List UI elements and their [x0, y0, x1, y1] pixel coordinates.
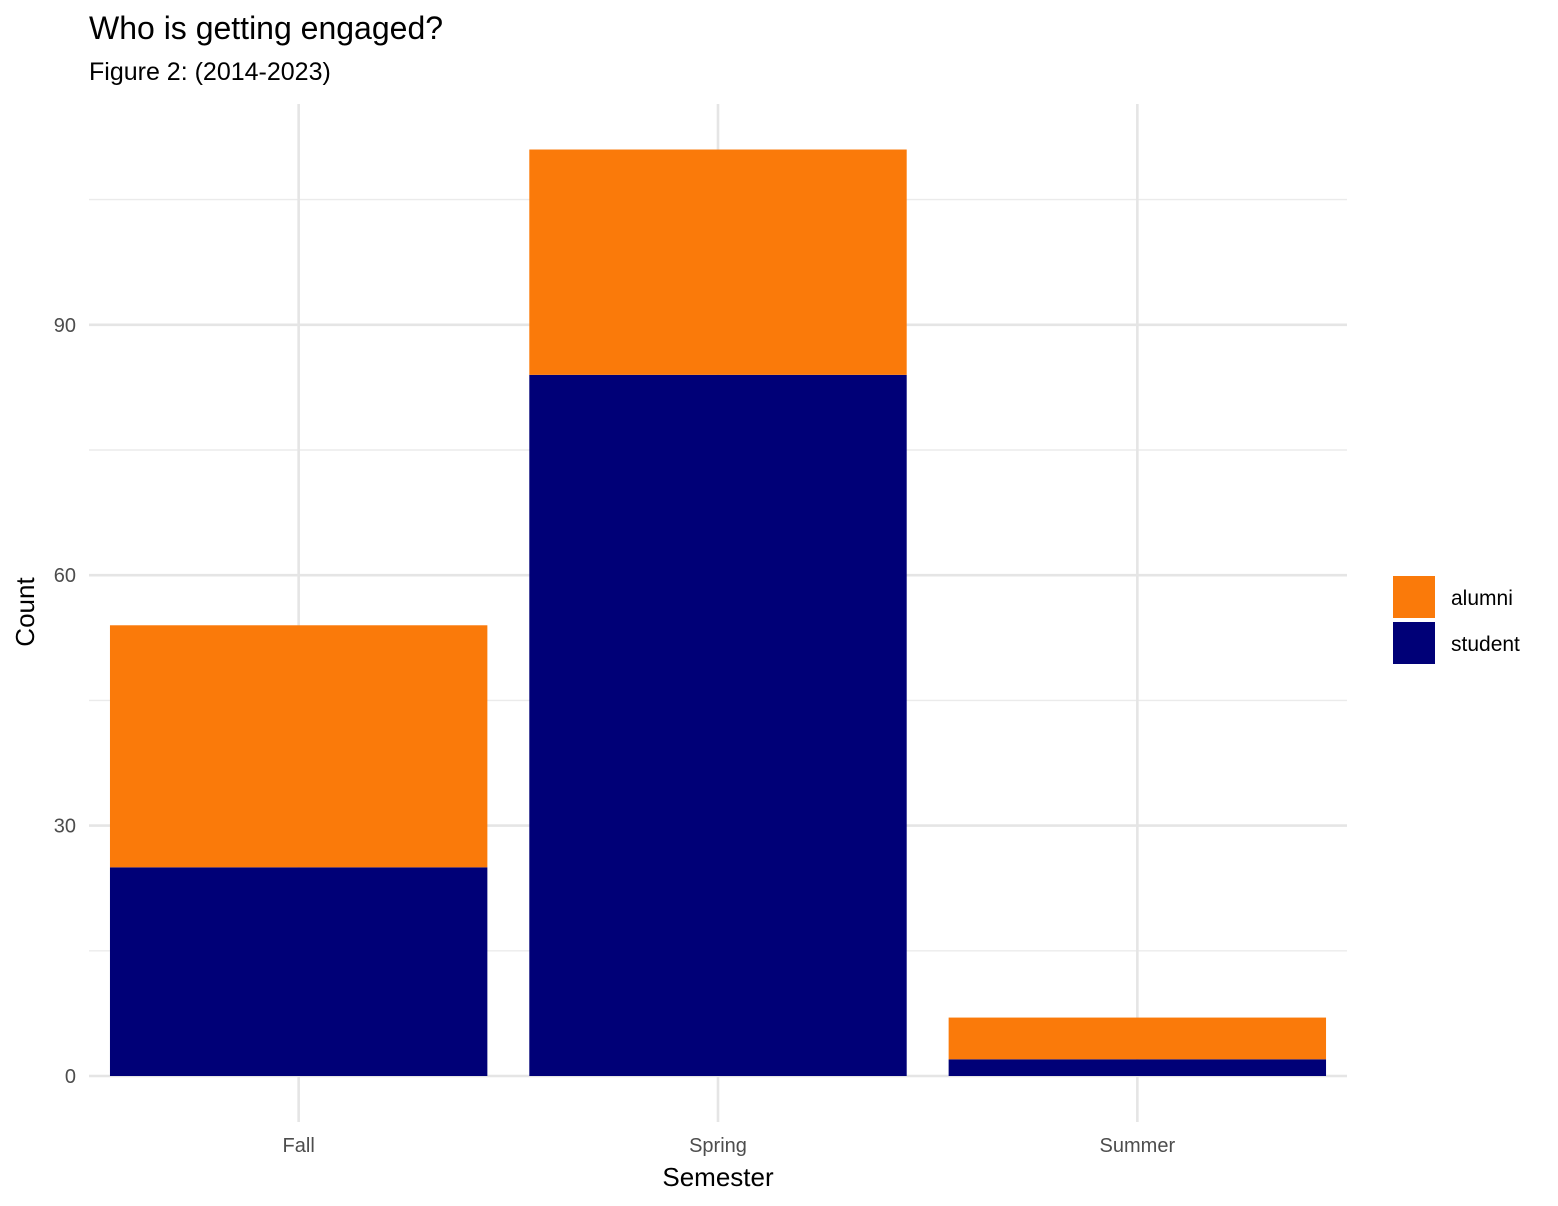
legend: alumni student — [1393, 576, 1520, 664]
bar-alumni-summer — [948, 1017, 1327, 1060]
x-tick-label: Summer — [1100, 1135, 1176, 1157]
x-tick-label: Fall — [283, 1135, 315, 1157]
legend-key-alumni — [1393, 576, 1435, 618]
y-axis-title: Count — [10, 577, 40, 647]
x-tick-label: Spring — [689, 1135, 747, 1157]
chart-subtitle: Figure 2: (2014-2023) — [89, 58, 331, 86]
bar-alumni-spring — [529, 149, 907, 375]
legend-label-alumni: alumni — [1451, 587, 1513, 610]
legend-label-student: student — [1451, 633, 1520, 656]
y-tick-label: 0 — [65, 1066, 76, 1088]
bars — [109, 149, 1327, 1076]
chart-title: Who is getting engaged? — [89, 10, 444, 46]
bar-student-spring — [529, 374, 907, 1076]
x-axis-title: Semester — [662, 1162, 774, 1192]
bar-student-summer — [948, 1059, 1327, 1076]
y-tick-label: 30 — [54, 816, 76, 838]
bar-alumni-fall — [109, 625, 488, 868]
x-tick-labels: Fall Spring Summer — [283, 1135, 1176, 1157]
legend-key-student — [1393, 622, 1435, 664]
y-tick-label: 90 — [54, 315, 76, 337]
bar-student-fall — [109, 867, 488, 1076]
y-tick-labels: 0 30 60 90 — [54, 315, 76, 1088]
y-tick-label: 60 — [54, 565, 76, 587]
